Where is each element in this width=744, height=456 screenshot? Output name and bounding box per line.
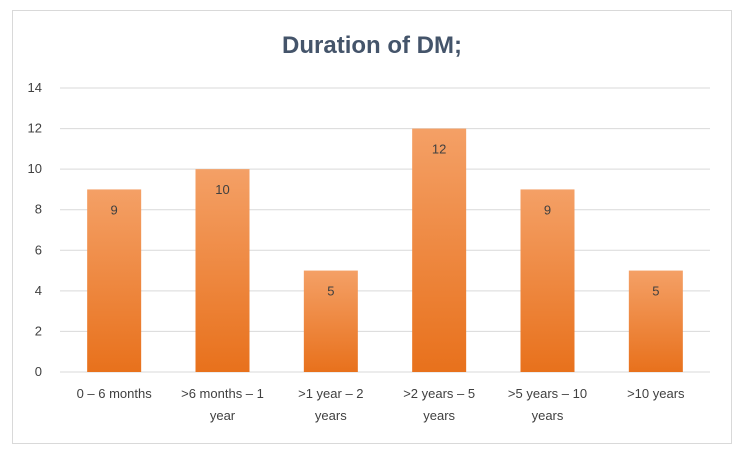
x-category-label: >5 years – 10 years [508, 386, 587, 423]
y-axis-ticks: 0 2 4 6 8 10 12 14 [28, 80, 42, 379]
y-tick-label: 4 [35, 283, 42, 298]
gridlines [60, 87, 710, 373]
bar [87, 189, 142, 372]
bar [412, 128, 467, 372]
y-tick-label: 12 [28, 121, 42, 136]
y-tick-label: 10 [28, 161, 42, 176]
y-tick-label: 2 [35, 323, 42, 338]
data-label: 5 [327, 284, 334, 299]
chart-title: Duration of DM; [282, 32, 462, 59]
x-category-line: >10 years [627, 386, 685, 401]
y-tick-label: 0 [35, 364, 42, 379]
x-category-label: >10 years [627, 386, 685, 401]
data-labels: 9 10 5 12 9 5 [111, 142, 660, 299]
data-label: 9 [111, 202, 118, 217]
data-label: 12 [432, 142, 446, 157]
bars [87, 128, 683, 372]
x-category-line: >1 year – 2 [298, 386, 363, 401]
x-category-line: >5 years – 10 [508, 386, 587, 401]
x-category-label: >2 years – 5 years [403, 386, 475, 423]
x-category-label: 0 – 6 months [77, 386, 153, 401]
y-tick-label: 14 [28, 80, 42, 95]
x-category-label: >1 year – 2 years [298, 386, 363, 423]
bar [303, 270, 358, 372]
x-category-label: >6 months – 1 year [181, 386, 264, 423]
bar [195, 169, 250, 372]
data-label: 5 [652, 284, 659, 299]
x-category-line: years [532, 408, 564, 423]
data-label: 10 [215, 182, 229, 197]
x-axis-categories: 0 – 6 months >6 months – 1 year >1 year – 2… [77, 386, 685, 423]
bar [520, 189, 575, 372]
y-tick-label: 8 [35, 202, 42, 217]
x-category-line: year [210, 408, 236, 423]
x-category-line: >6 months – 1 [181, 386, 264, 401]
y-tick-label: 6 [35, 242, 42, 257]
x-category-line: years [315, 408, 347, 423]
x-category-line: 0 – 6 months [77, 386, 153, 401]
x-category-line: >2 years – 5 [403, 386, 475, 401]
data-label: 9 [544, 202, 551, 217]
x-category-line: years [423, 408, 455, 423]
bar [628, 270, 683, 372]
